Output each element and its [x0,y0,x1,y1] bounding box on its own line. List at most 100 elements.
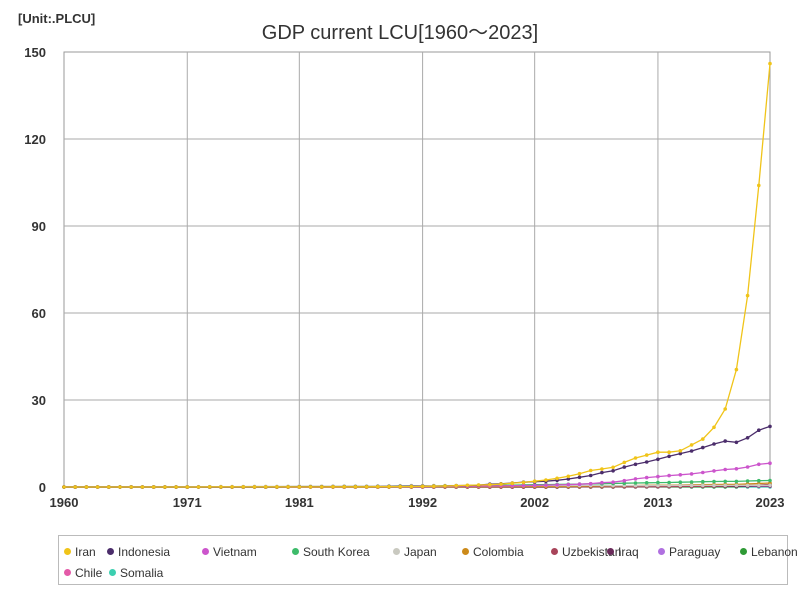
data-point [644,483,649,488]
data-point [454,483,459,488]
legend-label: Uzbekistan [562,545,622,559]
data-point [633,462,638,467]
x-tick-label: 1960 [50,495,79,510]
y-tick-label: 60 [32,306,46,321]
x-tick-label: 2013 [643,495,672,510]
y-tick-label: 30 [32,393,46,408]
data-point [633,481,638,485]
data-point [678,451,683,456]
legend-label: Somalia [120,566,164,580]
data-point [611,465,615,470]
data-point [588,473,593,478]
data-point [95,485,100,489]
legend-marker [109,569,116,577]
data-point [185,485,190,489]
data-point [319,485,324,489]
data-point [734,483,739,488]
data-point [734,467,739,471]
legend-label: Japan [404,545,437,559]
data-point [678,473,683,477]
y-tick-label: 0 [39,480,46,495]
legend-marker [462,548,469,556]
data-point [633,483,638,488]
x-tick-label: 2023 [756,495,785,510]
data-point [600,480,604,485]
series-line-iran [64,63,771,488]
data-point [734,367,739,372]
y-tick-label: 90 [32,219,46,234]
legend-label: South Korea [303,545,370,559]
legend-item: Iran [64,545,96,559]
data-point [734,440,739,445]
data-point [566,482,571,487]
data-point [723,407,727,411]
data-point [107,485,111,489]
legend-marker [292,548,299,556]
data-point [656,483,660,488]
data-point [544,478,548,482]
legend-marker [107,548,114,556]
data-point [499,482,503,486]
legend-item: Vietnam [202,545,257,559]
data-point [667,483,671,488]
data-point [701,479,705,484]
data-point [712,425,716,430]
legend-item: Uzbekistan [551,545,621,559]
data-point [622,460,627,465]
data-point [174,485,178,489]
data-point [566,477,571,481]
data-point [62,485,66,489]
legend-label: Iran [75,545,96,559]
data-point [488,482,492,487]
data-point [701,445,705,450]
x-tick-label: 1981 [285,495,314,510]
data-point [757,483,761,488]
data-point [465,483,470,488]
data-point [252,485,257,489]
legend-marker [64,548,71,556]
legend-item: Indonesia [107,545,170,559]
data-point [723,483,727,488]
data-point [286,485,290,489]
data-point [566,474,571,479]
plot-area [63,51,771,488]
legend-marker [658,548,665,556]
data-point [667,454,671,459]
data-point [689,449,694,453]
data-point [510,481,515,486]
legend-item: Colombia [462,545,524,559]
legend-label: Vietnam [213,545,257,559]
data-point [656,450,660,455]
data-point [73,485,77,489]
data-point [443,484,447,488]
data-point [241,485,246,489]
data-point [521,480,526,485]
data-point [644,460,649,464]
legend-item: Lebanon [740,545,798,559]
data-point [219,485,223,489]
data-point [656,480,660,485]
data-point [667,473,671,478]
data-point [611,480,615,485]
data-point [723,439,727,443]
data-point [544,483,548,488]
legend-item: Iraq [607,545,639,559]
legend-marker [740,548,747,556]
data-point [678,480,683,485]
data-point [712,479,716,484]
data-point [644,475,649,480]
data-point [633,477,638,481]
data-point [689,480,694,484]
legend-item: Chile [64,566,102,580]
x-tick-label: 2002 [520,495,549,510]
data-point [768,424,772,429]
data-point [667,480,671,485]
data-point [656,474,660,479]
data-point [611,469,615,473]
data-point [263,485,268,489]
data-point [118,485,122,489]
data-point [734,479,739,484]
legend-item: Somalia [109,566,163,580]
data-point [757,462,761,467]
data-point [297,485,302,489]
